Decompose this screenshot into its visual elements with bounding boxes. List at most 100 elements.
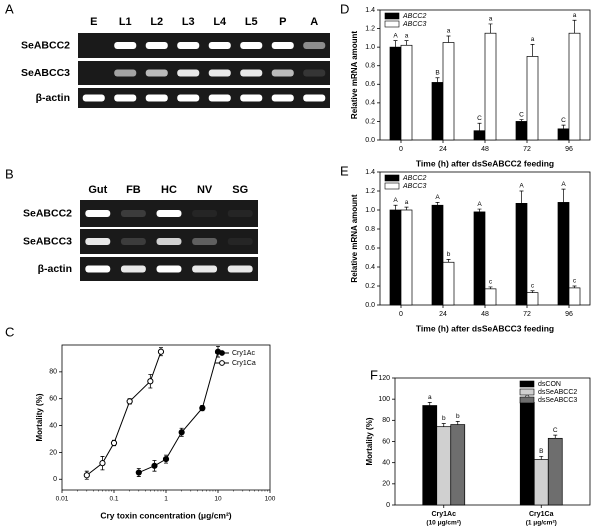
legend-marker: [219, 350, 225, 356]
point: [135, 469, 142, 476]
gel-band: [120, 210, 146, 217]
lane-label: A: [310, 16, 318, 28]
bar: [400, 209, 413, 306]
y-tick-label: 1.2: [365, 25, 375, 32]
x-tick-label: 0: [399, 311, 403, 318]
significance-letter: A: [519, 183, 524, 190]
x-tick-label: 96: [565, 311, 573, 318]
gel-band: [303, 94, 326, 102]
legend-label: ABCC3: [402, 183, 426, 190]
x-tick-label: Cry1Ac: [431, 511, 456, 518]
significance-letter: a: [573, 12, 577, 19]
bar: [473, 211, 486, 306]
legend-label: ABCC2: [402, 175, 426, 182]
lane-label: Gut: [88, 184, 107, 196]
gel-band: [177, 42, 200, 49]
y-tick-label: 0.0: [365, 137, 375, 144]
lane-label: SG: [232, 184, 248, 196]
x-tick-label: 0.01: [56, 496, 69, 503]
row-label: SeABCC2: [23, 207, 72, 219]
gel-band: [85, 265, 111, 273]
lane-label: L2: [150, 16, 163, 28]
significance-letter: a: [405, 32, 409, 39]
x-axis-title: Time (h) after dsSeABCC2 feeding: [416, 158, 554, 168]
gel-band: [227, 265, 253, 273]
bar: [389, 209, 402, 306]
error-bar: [393, 40, 398, 48]
error-bar: [572, 285, 577, 288]
lane-label: NV: [197, 184, 213, 196]
legend-swatch: [519, 396, 535, 404]
significance-letter: b: [456, 413, 460, 420]
y-tick-label: 1.0: [365, 44, 375, 51]
y-tick-label: 0.2: [365, 283, 375, 290]
x-tick-label: 48: [481, 311, 489, 318]
legend-swatch: [519, 388, 535, 396]
gel-band: [271, 42, 294, 49]
x-tick-note: (10 μg/cm²): [426, 520, 461, 527]
row-label: SeABCC2: [21, 39, 70, 51]
significance-letter: b: [442, 415, 446, 422]
x-tick-label: 10: [214, 496, 222, 503]
gel-band: [208, 69, 231, 77]
bar: [568, 287, 581, 306]
significance-letter: A: [525, 392, 530, 399]
gel-band: [303, 69, 326, 77]
error-bar: [561, 124, 566, 129]
error-bar: [477, 122, 482, 131]
legend-label: dsSeABCC2: [538, 389, 577, 396]
gel-band: [145, 94, 168, 102]
y-tick-label: 60: [382, 438, 390, 445]
significance-letter: C: [519, 111, 524, 118]
significance-letter: a: [531, 36, 535, 43]
y-tick-label: 120: [378, 375, 390, 382]
bar: [547, 437, 563, 506]
gel-band: [120, 238, 146, 245]
x-tick-label: Cry1Ca: [529, 511, 554, 518]
y-axis-title: Relative mRNA amount: [350, 31, 359, 120]
gel-band: [156, 210, 182, 217]
x-tick-label: 0: [399, 146, 403, 153]
error-bar: [446, 259, 451, 263]
panel-letter: D: [340, 1, 349, 16]
y-tick-label: 80: [382, 417, 390, 424]
point: [162, 456, 170, 463]
significance-letter: b: [447, 251, 451, 258]
error-bar: [488, 286, 493, 289]
error-bar: [519, 119, 524, 122]
bar: [557, 202, 570, 306]
y-tick-label: 1.4: [365, 169, 375, 176]
point: [99, 460, 106, 467]
bar: [473, 130, 486, 141]
error-bar: [435, 77, 440, 83]
significance-letter: c: [489, 279, 493, 286]
significance-letter: C: [477, 115, 482, 122]
gel-strip: [78, 88, 330, 108]
error-bar: [446, 35, 451, 43]
gel-band: [85, 238, 111, 245]
error-bar: [530, 44, 535, 57]
panel-letter: A: [5, 1, 14, 16]
panel-letter: F: [370, 367, 378, 382]
y-tick-label: 0.4: [365, 100, 375, 107]
y-tick-label: 1.4: [365, 7, 375, 14]
y-tick-label: 40: [49, 422, 57, 429]
bar: [431, 204, 444, 306]
x-tick-note: (1 μg/cm²): [526, 520, 557, 527]
gel-band: [227, 238, 253, 245]
bar: [484, 32, 497, 141]
x-tick-label: 100: [265, 496, 276, 503]
gel-band: [145, 69, 168, 77]
point: [83, 472, 90, 479]
point: [126, 398, 133, 405]
gel-band: [240, 69, 263, 77]
series-line: [138, 351, 219, 474]
panel-letter: B: [5, 166, 14, 181]
legend-label: ABCC2: [402, 13, 426, 20]
x-tick-label: 72: [523, 311, 531, 318]
error-bar: [404, 206, 409, 210]
lane-label: L1: [119, 16, 132, 28]
gel-band: [227, 210, 253, 217]
error-bar: [519, 190, 524, 204]
